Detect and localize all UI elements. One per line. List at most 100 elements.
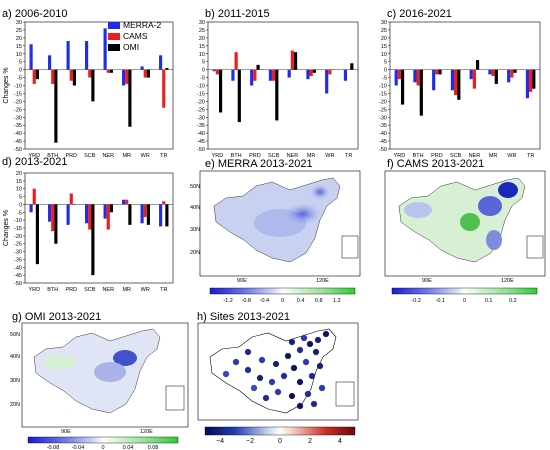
y-tick-label: -25 bbox=[379, 107, 387, 113]
bar-PRD-MERRA-2 bbox=[432, 69, 436, 91]
map-f-shade-5 bbox=[486, 230, 502, 250]
map-e-shade-3 bbox=[310, 184, 330, 200]
bar-SCB-CAMS bbox=[272, 69, 276, 81]
x-tick-label: MR bbox=[122, 287, 131, 293]
bar-WR-CAMS bbox=[143, 204, 147, 217]
bar-PRD-OMI bbox=[72, 69, 76, 86]
map-e-lon-120: 120E bbox=[316, 278, 329, 284]
y-tick-label: -15 bbox=[379, 91, 387, 97]
bar-MR-OMI bbox=[128, 69, 132, 127]
x-tick-label: YRD bbox=[394, 153, 406, 159]
plot-frame bbox=[207, 21, 359, 150]
panel-title-3: d) 2013-2021 bbox=[2, 156, 67, 168]
site-point bbox=[256, 374, 264, 382]
site-point bbox=[306, 340, 314, 348]
y-tick-label: -40 bbox=[14, 265, 22, 271]
colorbar-tick-label: 2 bbox=[308, 438, 312, 445]
y-tick-label: -10 bbox=[379, 84, 387, 90]
x-tick-label: TR bbox=[160, 153, 167, 159]
x-tick-label: WR bbox=[507, 153, 516, 159]
x-tick-label: WR bbox=[141, 153, 150, 159]
bar-MR-MERRA-2 bbox=[306, 69, 310, 80]
panel-title-1: b) 2011-2015 bbox=[205, 8, 270, 20]
map-h-china bbox=[209, 328, 337, 414]
y-tick-label: 10 bbox=[381, 52, 387, 58]
map-f-shade-2 bbox=[460, 213, 480, 231]
bar-NER-OMI bbox=[293, 52, 298, 70]
site-point bbox=[288, 338, 296, 346]
bar-PRD-CAMS bbox=[253, 69, 257, 81]
bar-YRD-CAMS bbox=[397, 69, 401, 80]
y-tick-label: 10 bbox=[16, 187, 22, 193]
map-g-lat-30: 30N bbox=[10, 378, 20, 384]
y-tick-label: -20 bbox=[197, 99, 205, 105]
bar-PRD-OMI bbox=[438, 69, 442, 75]
y-tick-label: -50 bbox=[14, 281, 22, 287]
bar-MR-OMI bbox=[128, 204, 132, 225]
map-e-lat-20: 20N bbox=[190, 250, 200, 256]
map-g-shade-2 bbox=[94, 362, 126, 382]
map-f-shade-4 bbox=[498, 182, 518, 198]
y-tick-label: 15 bbox=[16, 44, 22, 50]
bar-YRD-MERRA-2 bbox=[212, 69, 216, 72]
bar-TR-MERRA-2 bbox=[159, 204, 163, 227]
bar-PRD-CAMS bbox=[435, 69, 439, 75]
site-point bbox=[258, 356, 266, 364]
y-tick-label: -50 bbox=[379, 147, 387, 153]
y-tick-label: 15 bbox=[199, 44, 205, 50]
y-tick-label: 10 bbox=[199, 52, 205, 58]
x-tick-label: NER bbox=[469, 153, 481, 159]
y-tick-label: -20 bbox=[14, 234, 22, 240]
bar-SCB-OMI bbox=[275, 69, 279, 121]
bar-PRD-MERRA-2 bbox=[66, 204, 70, 225]
site-point bbox=[318, 384, 326, 392]
x-tick-label: TR bbox=[345, 153, 352, 159]
x-tick-label: SCB bbox=[84, 153, 96, 159]
y-tick-label: -30 bbox=[197, 115, 205, 121]
y-tick-label: -20 bbox=[379, 99, 387, 105]
bar-YRD-CAMS bbox=[215, 69, 219, 75]
y-tick-label: -5 bbox=[200, 76, 205, 82]
x-tick-label: NER bbox=[287, 153, 299, 159]
colorbar-tick-label: -0.04 bbox=[72, 445, 85, 450]
site-point bbox=[308, 372, 316, 380]
bar-YRD-OMI bbox=[35, 204, 39, 265]
bar-MR-CAMS bbox=[491, 69, 495, 76]
y-tick-label: 0 bbox=[19, 202, 22, 208]
x-tick-label: TR bbox=[527, 153, 534, 159]
bar-MR-MERRA-2 bbox=[488, 69, 492, 75]
x-tick-label: YRD bbox=[212, 153, 224, 159]
y-tick-label: 0 bbox=[384, 68, 387, 74]
colorbar-tick-label: 4 bbox=[338, 438, 342, 445]
bar-YRD-CAMS bbox=[32, 188, 36, 205]
colorbar-tick-label: -0.4 bbox=[260, 298, 269, 304]
map-e-lon-90: 90E bbox=[237, 278, 247, 284]
y-tick-label: -10 bbox=[197, 84, 205, 90]
bar-chart-a: a) 2006-2010-50-45-40-35-30-25-20-15-10-… bbox=[2, 8, 174, 159]
y-tick-label: 5 bbox=[202, 60, 205, 66]
y-tick-label: -40 bbox=[14, 131, 22, 137]
bar-MR-CAMS bbox=[125, 199, 129, 205]
map-f-shade-1 bbox=[404, 202, 432, 218]
plot-frame bbox=[24, 21, 174, 150]
site-point bbox=[244, 348, 252, 356]
y-tick-label: -15 bbox=[14, 226, 22, 232]
bar-SCB-CAMS bbox=[454, 69, 458, 96]
y-tick-label: 20 bbox=[381, 36, 387, 42]
panel-title-0: a) 2006-2010 bbox=[2, 8, 67, 20]
y-tick-label: -35 bbox=[379, 123, 387, 129]
bar-BTH-MERRA-2 bbox=[413, 69, 417, 83]
site-point bbox=[296, 378, 304, 386]
site-point bbox=[280, 372, 288, 380]
bar-BTH-OMI bbox=[54, 204, 58, 244]
map-g-shade-3 bbox=[44, 354, 76, 370]
y-tick-label: 20 bbox=[16, 171, 22, 177]
map-f-shade-3 bbox=[478, 196, 502, 216]
y-tick-label: -10 bbox=[14, 218, 22, 224]
bar-TR-MERRA-2 bbox=[343, 69, 348, 81]
y-tick-label: -25 bbox=[14, 242, 22, 248]
legend-label: CAMS bbox=[123, 31, 148, 41]
bar-YRD-OMI bbox=[218, 69, 223, 113]
bar-PRD-CAMS bbox=[69, 193, 73, 205]
y-tick-label: 25 bbox=[199, 28, 205, 34]
